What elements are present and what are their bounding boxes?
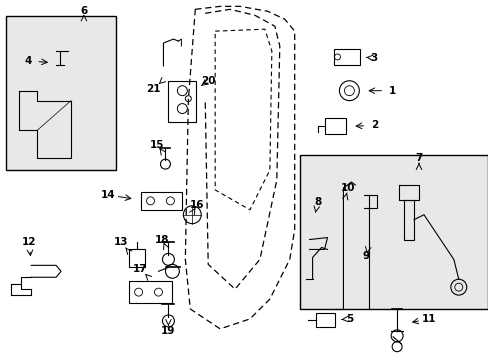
Text: 19: 19 (161, 326, 175, 336)
Text: 11: 11 (421, 314, 435, 324)
Bar (128, 281, 172, 303)
Text: 14: 14 (100, 190, 115, 200)
Bar (128, 249, 144, 267)
Text: 16: 16 (190, 200, 204, 210)
Bar (324, 118, 346, 134)
Bar (299, 155, 487, 309)
Text: 1: 1 (388, 86, 395, 96)
Bar (315, 313, 335, 327)
Bar (168, 81, 196, 122)
Text: 2: 2 (370, 121, 377, 130)
Text: 10: 10 (341, 183, 355, 193)
Text: 12: 12 (22, 237, 37, 247)
Text: 20: 20 (201, 76, 215, 86)
Text: 21: 21 (146, 84, 161, 94)
Text: 13: 13 (113, 237, 128, 247)
Text: 7: 7 (414, 153, 422, 163)
Bar (334, 49, 360, 65)
Text: 5: 5 (345, 314, 352, 324)
Text: 15: 15 (150, 140, 164, 150)
Bar (6, 16, 116, 170)
Text: 9: 9 (362, 251, 369, 261)
Text: 4: 4 (24, 56, 32, 66)
Text: 6: 6 (80, 6, 87, 16)
Text: 18: 18 (155, 234, 169, 244)
Text: 3: 3 (370, 53, 377, 63)
Text: 17: 17 (133, 264, 147, 274)
Bar (141, 192, 182, 210)
Text: 8: 8 (313, 197, 321, 207)
